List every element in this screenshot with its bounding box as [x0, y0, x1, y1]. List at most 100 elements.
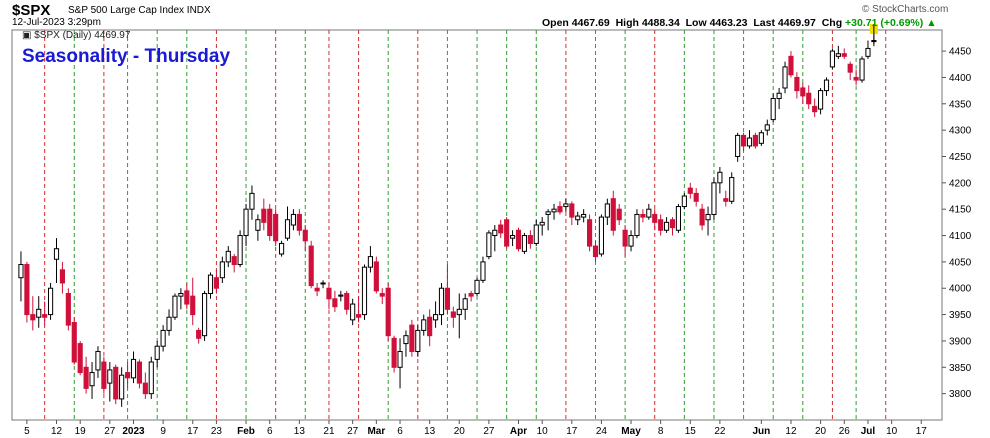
candle [350, 298, 356, 326]
candle [515, 227, 522, 252]
candle [332, 290, 338, 312]
candle [504, 217, 510, 249]
x-tick-label: Apr [510, 426, 527, 437]
candle-body [746, 137, 753, 147]
candle-body [829, 50, 835, 68]
candle-body [640, 213, 646, 218]
candle [812, 98, 818, 117]
candle [190, 277, 196, 326]
candle-body [598, 216, 604, 255]
candle [433, 301, 439, 328]
candle-body [438, 287, 445, 316]
candle-body [207, 274, 214, 295]
candle-body [166, 316, 172, 331]
x-tick-label: 13 [294, 426, 306, 437]
candle [59, 261, 65, 294]
candle-body [658, 219, 664, 231]
candle-body [213, 277, 219, 289]
candle [178, 288, 184, 310]
candle [587, 214, 593, 252]
candle [741, 132, 747, 152]
candle [107, 362, 113, 402]
candle [53, 238, 60, 283]
candle [42, 301, 48, 326]
y-tick-label: 4350 [949, 99, 972, 110]
candle-body [261, 208, 267, 223]
candle-body [308, 245, 314, 287]
x-tick-label: Feb [237, 426, 255, 437]
x-tick-label: 17 [566, 426, 578, 437]
candle-body [622, 229, 628, 247]
candle-body [409, 324, 415, 352]
x-tick-label: 10 [537, 426, 549, 437]
candle-body [77, 343, 83, 374]
candle [693, 188, 699, 207]
candle [604, 198, 610, 225]
candle [758, 130, 764, 146]
candle-body [764, 124, 770, 131]
exchange-label: INDX [186, 5, 211, 16]
candle [308, 240, 314, 289]
candle-body [841, 53, 847, 57]
candle-body [344, 293, 350, 310]
candle [71, 317, 77, 365]
candle [77, 340, 83, 376]
candle [616, 203, 622, 225]
candle-body [800, 87, 806, 97]
candle [24, 261, 30, 323]
candle [533, 219, 539, 247]
candle-body [521, 235, 527, 252]
candle-body [136, 361, 142, 384]
candle-body [752, 134, 758, 147]
candle-body [504, 219, 510, 247]
candle [427, 309, 433, 347]
candle-body [237, 235, 243, 266]
candle-body [812, 105, 818, 113]
candle-body [835, 53, 841, 57]
y-tick-label: 3800 [949, 389, 972, 400]
open-value: 4467.69 [571, 17, 610, 29]
candle-body [634, 213, 640, 237]
candle-body [527, 235, 533, 244]
candle-body [125, 372, 131, 379]
candle-body [24, 264, 30, 316]
candle [397, 338, 403, 389]
candle [284, 206, 291, 241]
x-tick-label: 15 [685, 426, 697, 437]
candle [444, 264, 450, 315]
candle-body [794, 76, 800, 92]
candle [361, 264, 368, 320]
y-tick-label: 4450 [949, 47, 972, 58]
candle-body [444, 287, 450, 310]
candle [101, 356, 107, 394]
candle-body [575, 215, 581, 221]
last-label: Last [753, 17, 775, 29]
candle-body [723, 198, 729, 202]
candle [628, 230, 634, 252]
candle [344, 290, 350, 315]
candle [687, 182, 693, 199]
candle-body [30, 314, 36, 321]
candle [468, 290, 474, 302]
candle [273, 209, 279, 247]
x-tick-label: 26 [839, 426, 851, 437]
candle [829, 48, 835, 70]
candle-body [433, 314, 439, 321]
candle-body [492, 229, 498, 237]
candle [338, 290, 344, 302]
x-tick-label: 24 [596, 426, 608, 437]
candle-body [89, 372, 95, 387]
candle-body [450, 311, 456, 318]
candle-body [83, 366, 89, 389]
candle-body [699, 208, 705, 226]
candle-body [675, 206, 681, 231]
candle [89, 362, 95, 399]
candle-body [592, 245, 599, 258]
candle-body [184, 290, 190, 305]
y-tick-label: 3850 [949, 363, 972, 374]
high-label: High [615, 17, 639, 29]
candle-body [178, 293, 184, 297]
candle-body [865, 47, 871, 57]
candle-body [172, 295, 178, 318]
